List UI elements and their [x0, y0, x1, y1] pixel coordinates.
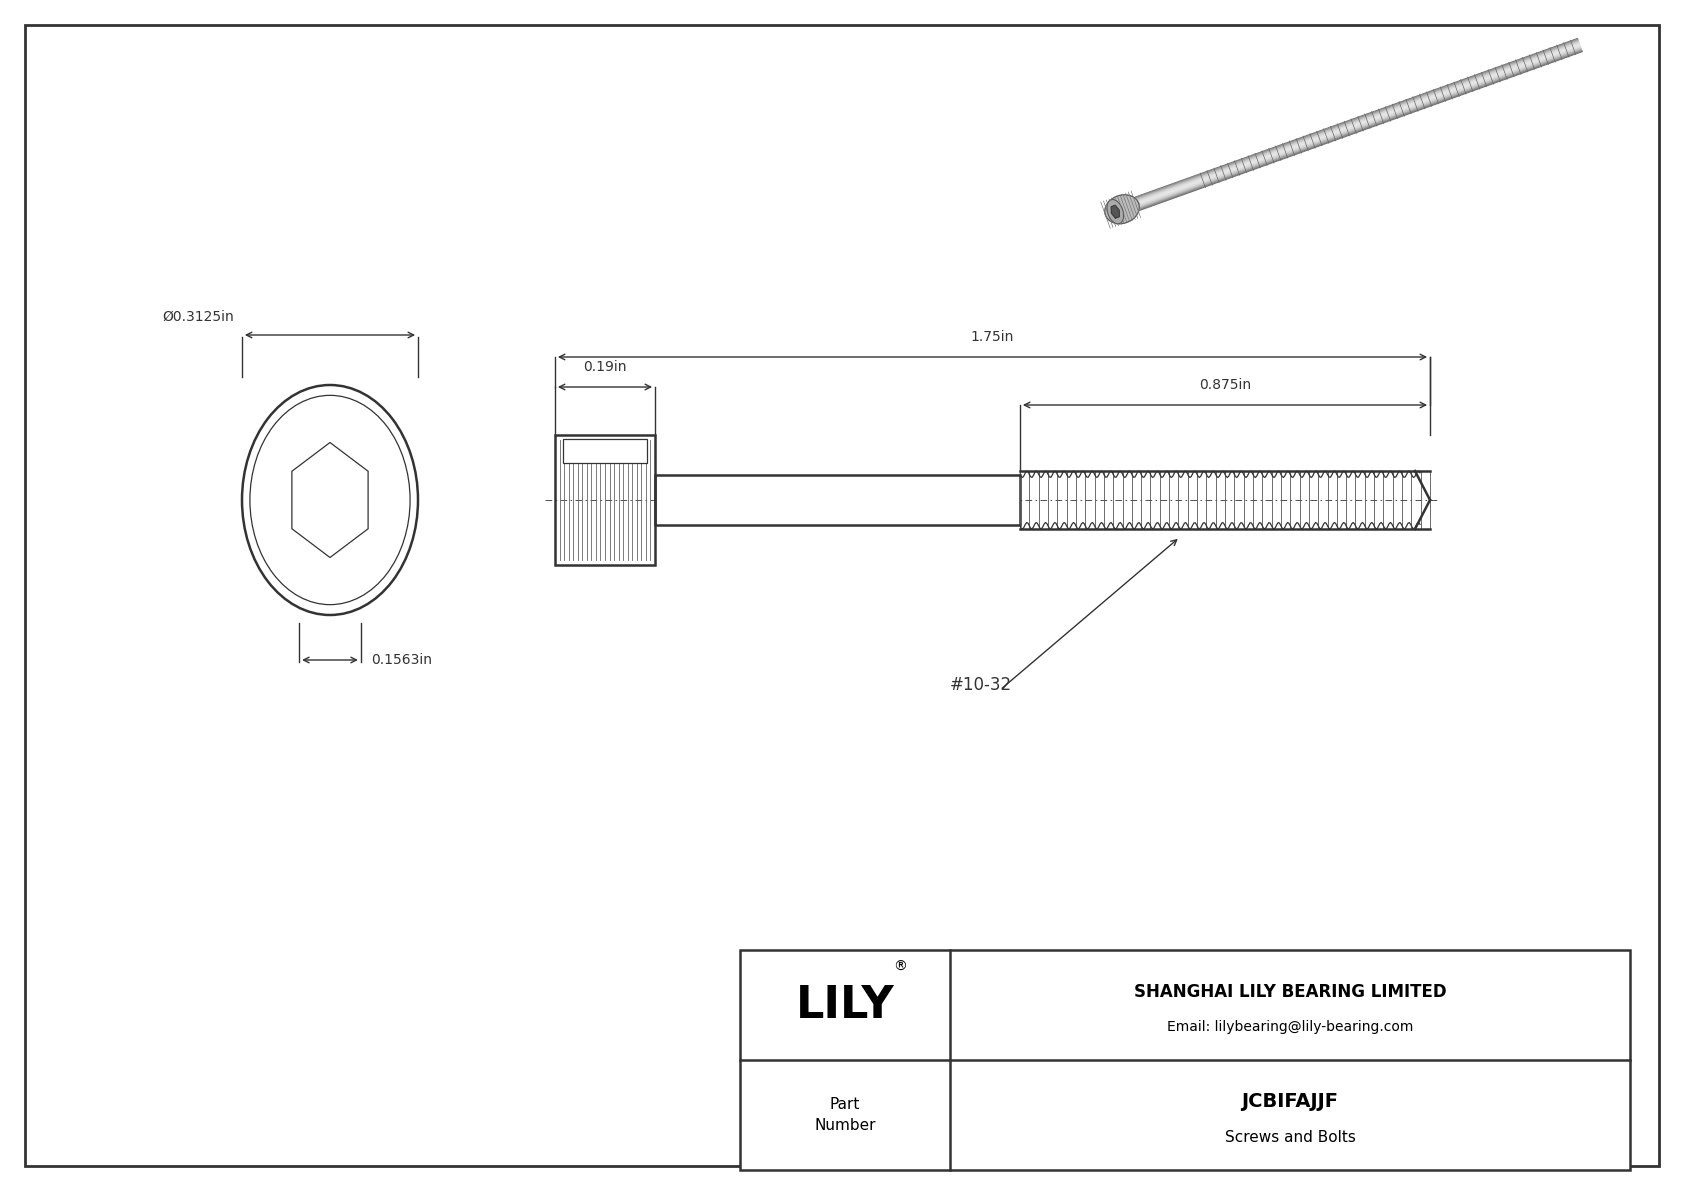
Polygon shape: [1106, 200, 1123, 224]
Ellipse shape: [249, 395, 411, 605]
Bar: [562, 439, 647, 463]
Text: ®: ®: [893, 960, 908, 974]
Text: Part
Number: Part Number: [815, 1097, 876, 1133]
Text: 0.1563in: 0.1563in: [370, 653, 431, 667]
Text: Email: lilybearing@lily-bearing.com: Email: lilybearing@lily-bearing.com: [1167, 1019, 1413, 1034]
Polygon shape: [291, 443, 369, 557]
Bar: [655, 475, 1021, 525]
Text: 0.875in: 0.875in: [1199, 378, 1251, 392]
Text: 1.75in: 1.75in: [970, 330, 1014, 344]
Bar: [739, 950, 1630, 1170]
Text: JCBIFAJJF: JCBIFAJJF: [1241, 1092, 1339, 1111]
Polygon shape: [1111, 205, 1120, 218]
Text: 0.19in: 0.19in: [583, 360, 626, 374]
Text: LILY: LILY: [795, 984, 894, 1027]
Text: SHANGHAI LILY BEARING LIMITED: SHANGHAI LILY BEARING LIMITED: [1133, 983, 1447, 1000]
Polygon shape: [1105, 195, 1140, 224]
Bar: [556, 435, 655, 565]
Text: Screws and Bolts: Screws and Bolts: [1224, 1129, 1356, 1145]
Ellipse shape: [242, 385, 418, 615]
Text: #10-32: #10-32: [950, 676, 1012, 694]
Text: Ø0.3125in: Ø0.3125in: [162, 310, 234, 324]
